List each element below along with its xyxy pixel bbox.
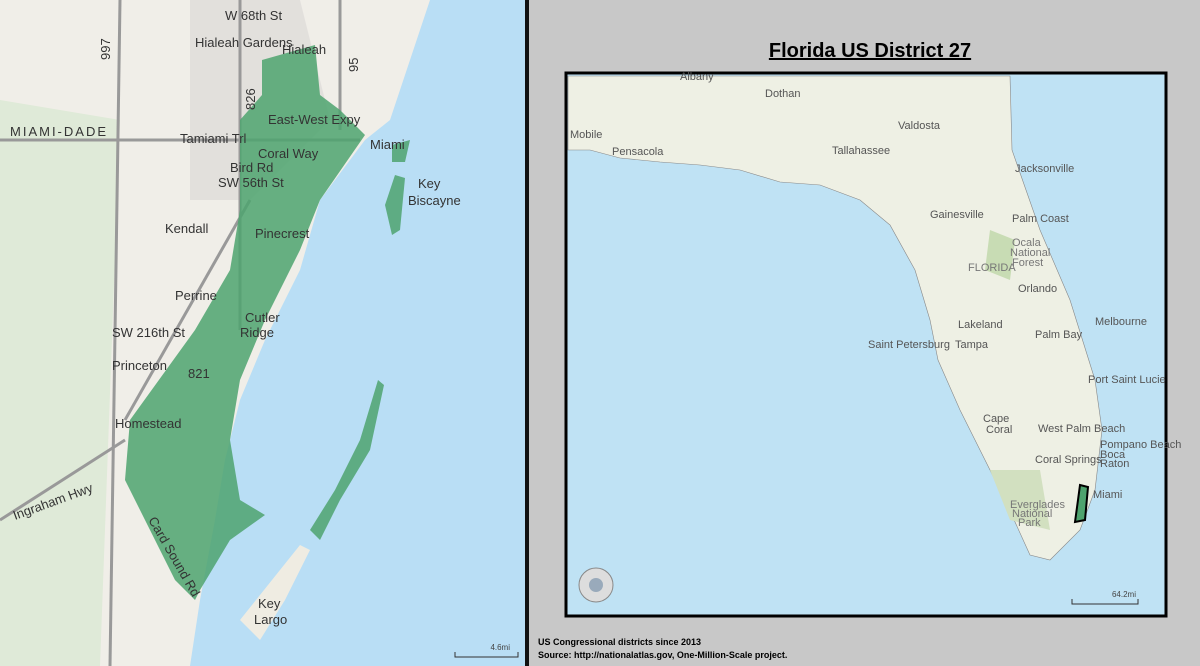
map-label: West Palm Beach	[1038, 423, 1125, 435]
map-label: Key	[258, 596, 281, 611]
scale-label: 64.2mi	[1112, 590, 1136, 599]
map-label: FLORIDA	[968, 262, 1016, 274]
left-map: W 68th St Hialeah Gardens Hialeah 997 82…	[0, 0, 525, 666]
map-label: Port Saint Lucie	[1088, 374, 1166, 386]
map-label: Palm Bay	[1035, 329, 1083, 341]
scale-bar	[1071, 599, 1139, 605]
map-label: 95	[346, 58, 361, 72]
map-label: 821	[188, 366, 210, 381]
key-largo	[240, 545, 310, 640]
key-biscayne	[385, 175, 405, 235]
map-label: Hialeah Gardens	[195, 35, 293, 50]
divider	[525, 0, 529, 666]
map-label: Park	[1018, 517, 1041, 529]
map-label: Largo	[254, 612, 287, 627]
map-label: Albany	[680, 71, 714, 83]
map-label: 997	[98, 38, 113, 60]
map-label: Tampa	[955, 339, 989, 351]
map-label: Pinecrest	[255, 226, 310, 241]
nav-center[interactable]	[589, 578, 603, 592]
map-label: Hialeah	[282, 42, 326, 57]
map-label: Biscayne	[408, 193, 461, 208]
map-label: East-West Expy	[268, 112, 361, 127]
map-label: Pensacola	[612, 146, 664, 158]
map-label: Tallahassee	[832, 145, 890, 157]
map-label: Ridge	[240, 325, 274, 340]
map-label: Gainesville	[930, 209, 984, 221]
map-label: National	[1012, 508, 1052, 520]
park	[0, 100, 120, 666]
footer-line: US Congressional districts since 2013	[538, 637, 701, 647]
map-label: Everglades	[1010, 499, 1066, 511]
park	[990, 470, 1050, 530]
map-label: Jacksonville	[1015, 163, 1074, 175]
scale-bar	[454, 652, 519, 658]
scale-label: 4.6mi	[490, 643, 510, 652]
map-label: 826	[243, 88, 258, 110]
district	[125, 45, 365, 600]
forest	[985, 230, 1015, 280]
map-label: Tamiami Trl	[180, 131, 247, 146]
map-label: Dothan	[765, 88, 800, 100]
map-label: MIAMI-DADE	[10, 124, 108, 139]
map-label: Pompano Beach	[1100, 439, 1181, 451]
map-label: National	[1010, 247, 1050, 259]
map-label: Bird Rd	[230, 160, 273, 175]
title: Florida US District 27	[769, 40, 971, 62]
map-label: Key	[418, 176, 441, 191]
map-label: Homestead	[115, 416, 181, 431]
footer-line: Source: http://nationalatlas.gov, One-Mi…	[538, 650, 787, 660]
map-label: SW 216th St	[112, 325, 185, 340]
map-label: Miami	[370, 137, 405, 152]
map-label: SW 56th St	[218, 175, 284, 190]
land	[567, 75, 1103, 561]
right-map: Albany Dothan Mobile Pensacola Valdosta …	[564, 71, 1181, 618]
map-label: Ocala	[1012, 237, 1042, 249]
map-label: Saint Petersburg	[868, 339, 950, 351]
map-label: Orlando	[1018, 283, 1057, 295]
map-label: Cutler	[245, 310, 280, 325]
map-label: Coral Springs	[1035, 454, 1102, 466]
map-label: Valdosta	[898, 120, 941, 132]
map-label: W 68th St	[225, 8, 282, 23]
island	[392, 140, 410, 162]
map-label: Perrine	[175, 288, 217, 303]
key-largo-district	[310, 380, 384, 540]
map-label: Lakeland	[958, 319, 1003, 331]
map-label: Coral	[986, 424, 1012, 436]
district	[1073, 483, 1090, 524]
map-label: Princeton	[112, 358, 167, 373]
map-label: Melbourne	[1095, 316, 1147, 328]
map-label: Palm Coast	[1012, 213, 1069, 225]
map-label: Kendall	[165, 221, 208, 236]
map-label: Cape	[983, 413, 1009, 425]
map-label: Coral Way	[258, 146, 319, 161]
map-label: Boca	[1100, 449, 1126, 461]
map-label: Miami	[1093, 489, 1122, 501]
map-label: Raton	[1100, 458, 1129, 470]
map-label: Forest	[1012, 257, 1043, 269]
map-label: Mobile	[570, 129, 602, 141]
